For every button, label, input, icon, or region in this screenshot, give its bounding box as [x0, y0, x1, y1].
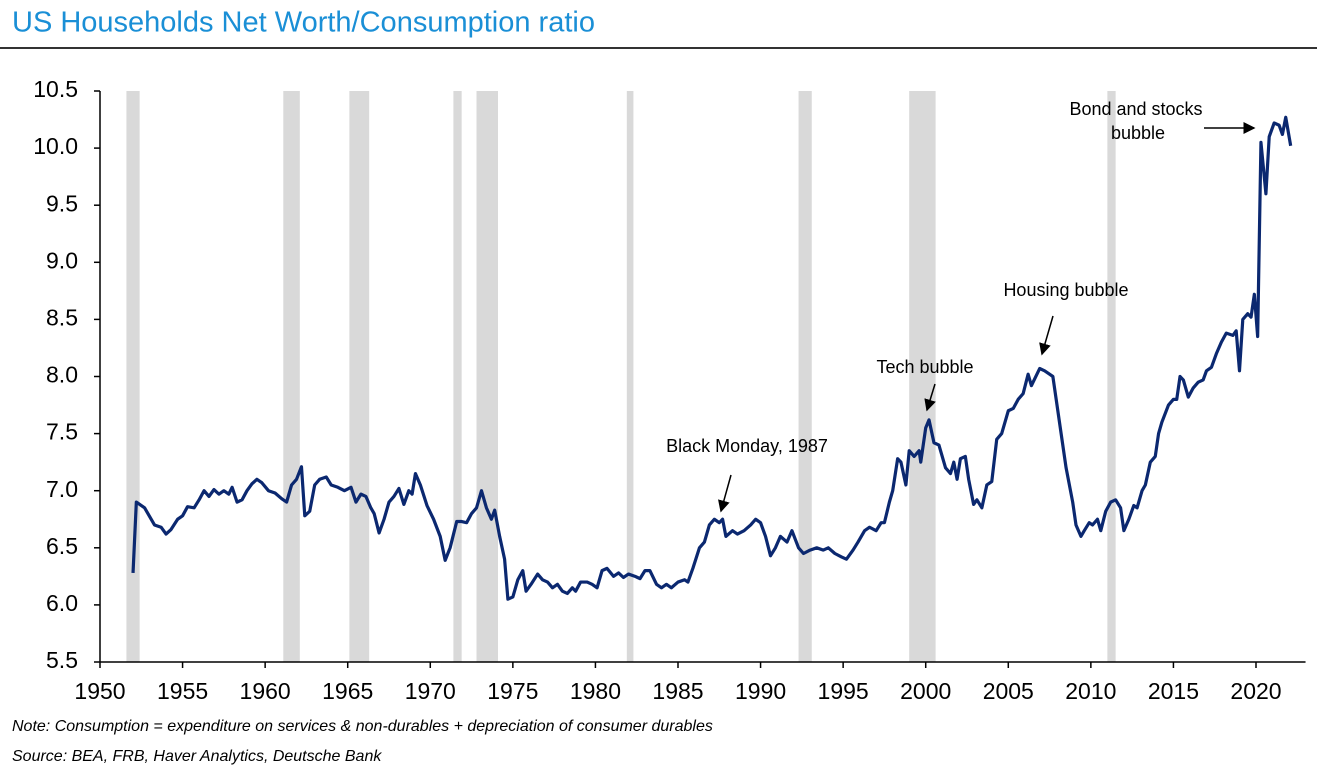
y-tick-label: 9.0: [46, 247, 78, 273]
x-tick-label: 1980: [570, 678, 621, 704]
y-tick-label: 10.0: [33, 133, 78, 159]
annotation: bubble: [1111, 123, 1165, 143]
x-tick-label: 1985: [652, 678, 703, 704]
y-tick-label: 8.5: [46, 304, 78, 330]
y-tick-label: 6.0: [46, 590, 78, 616]
annotation: Tech bubble: [876, 357, 973, 377]
recession-band: [476, 91, 498, 662]
series: [131, 115, 1293, 601]
annotation: Housing bubble: [1003, 280, 1128, 300]
recession-band: [126, 91, 140, 662]
x-tick-label: 1960: [240, 678, 291, 704]
x-tick-label: 1955: [157, 678, 208, 704]
x-tick-label: 1950: [74, 678, 125, 704]
recession-band: [283, 91, 300, 662]
y-tick-label: 10.5: [33, 76, 78, 102]
recession-band: [798, 91, 812, 662]
x-tick-label: 1990: [735, 678, 786, 704]
series-line: [131, 115, 1293, 601]
x-tick-label: 1995: [818, 678, 869, 704]
y-tick-label: 6.5: [46, 533, 78, 559]
annotation: Black Monday, 1987: [666, 436, 828, 456]
x-tick-label: 2000: [900, 678, 951, 704]
y-tick-label: 7.5: [46, 419, 78, 445]
note: Note: Consumption = expenditure on servi…: [12, 718, 713, 735]
chart-title: US Households Net Worth/Consumption rati…: [12, 7, 595, 39]
recession-band: [1107, 91, 1116, 662]
annotation-arrows: [718, 122, 1256, 513]
x-tick-label: 1970: [405, 678, 456, 704]
recession-bands: [126, 91, 1116, 662]
x-tick-label: 2015: [1148, 678, 1199, 704]
recession-band: [909, 91, 936, 662]
y-tick-label: 7.0: [46, 476, 78, 502]
y-tick-label: 5.5: [46, 647, 78, 673]
source: Source: BEA, FRB, Haver Analytics, Deuts…: [12, 748, 382, 765]
recession-band: [453, 91, 462, 662]
x-tick-label: 1965: [322, 678, 373, 704]
x-tick-label: 1975: [487, 678, 538, 704]
recession-band: [626, 91, 634, 662]
x-tick-label: 2010: [1065, 678, 1116, 704]
x-tick-label: 2020: [1230, 678, 1281, 704]
x-tick-label: 2005: [983, 678, 1034, 704]
recession-band: [349, 91, 370, 662]
y-tick-label: 8.0: [46, 362, 78, 388]
annotation: Bond and stocks: [1069, 99, 1202, 119]
axes: 5.5 6.0 6.5 7.0 7.5 8.0 8.5 9.0 9.5 10.0 10.5 1950 1…: [33, 76, 1306, 704]
y-tick-label: 9.5: [46, 190, 78, 216]
